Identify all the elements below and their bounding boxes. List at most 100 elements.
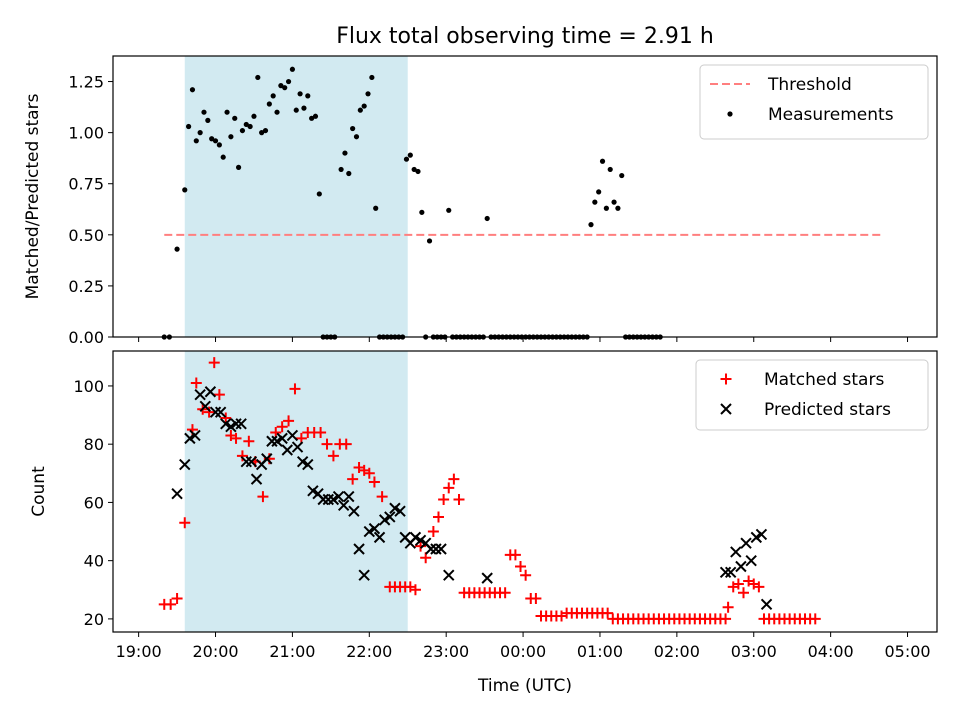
data-point	[286, 429, 299, 442]
data-point	[174, 246, 180, 252]
data-point	[255, 74, 261, 81]
data-point	[243, 435, 255, 447]
data-point	[350, 125, 356, 132]
y-axis-label: Count	[29, 466, 49, 517]
data-point	[282, 85, 288, 91]
data-point	[190, 377, 202, 389]
legend-swatch	[720, 373, 732, 385]
data-point	[317, 493, 329, 506]
data-point	[297, 91, 303, 97]
data-point	[301, 105, 307, 111]
data-point	[276, 421, 288, 433]
y-tick-label: 40	[84, 552, 104, 571]
data-point	[588, 222, 594, 228]
data-point	[342, 150, 348, 156]
ratio-panel: 0.00 0.25 0.50 0.75 1.00 1.25 Matched/Predicte…	[23, 55, 938, 347]
data-point	[270, 93, 276, 99]
data-point	[369, 74, 375, 81]
data-point	[201, 109, 207, 115]
data-point	[266, 101, 272, 107]
data-point	[373, 205, 379, 211]
y-tick-label: 80	[84, 435, 104, 454]
data-point	[407, 152, 413, 158]
data-point	[259, 130, 265, 136]
data-point	[266, 435, 278, 447]
data-point	[426, 238, 433, 244]
data-point	[204, 386, 217, 398]
data-point	[208, 357, 220, 369]
data-point	[289, 66, 296, 72]
data-point	[343, 490, 355, 503]
data-point	[724, 566, 737, 579]
data-point	[283, 415, 295, 427]
x-tick-label: 22:00	[346, 642, 392, 661]
data-point	[193, 138, 199, 144]
data-point	[205, 117, 211, 123]
data-point	[250, 473, 263, 485]
x-tick-label: 04:00	[808, 642, 854, 661]
data-point	[737, 587, 749, 599]
data-point	[245, 455, 258, 468]
data-point	[322, 493, 334, 506]
data-point	[384, 511, 396, 523]
data-point	[368, 522, 381, 535]
x-tick-label: 21:00	[269, 642, 315, 661]
data-point	[281, 444, 293, 456]
data-point	[740, 537, 752, 549]
data-point	[357, 107, 363, 113]
data-point	[239, 127, 246, 134]
legend-label: Measurements	[768, 105, 894, 125]
data-point	[409, 584, 421, 596]
data-point	[348, 505, 360, 517]
data-point	[722, 601, 734, 613]
legend-label: Threshold	[767, 75, 852, 95]
data-point	[220, 154, 226, 160]
y-tick-label: 20	[84, 610, 104, 629]
data-point	[732, 578, 744, 590]
data-point	[603, 205, 609, 211]
data-point	[305, 93, 311, 99]
data-point	[394, 505, 406, 517]
data-point	[376, 491, 388, 503]
data-point	[443, 482, 455, 494]
legend-label: Predicted stars	[764, 400, 891, 420]
y-tick-label: 0.50	[68, 226, 104, 245]
data-point	[358, 569, 370, 581]
data-point	[240, 455, 252, 468]
y-tick-label: 0.25	[68, 277, 104, 296]
data-point	[291, 441, 304, 453]
data-point	[607, 166, 613, 173]
data-point	[182, 187, 188, 193]
data-point	[363, 467, 375, 479]
data-point	[735, 560, 747, 573]
data-point	[179, 517, 191, 529]
data-point	[220, 412, 232, 424]
y-tick-label: 0.75	[68, 175, 104, 194]
data-point	[346, 170, 352, 177]
data-point	[209, 136, 215, 142]
data-point	[274, 109, 280, 115]
data-point	[251, 113, 257, 119]
data-point	[189, 87, 196, 93]
data-point	[419, 209, 425, 215]
plot-frame	[112, 55, 938, 338]
data-point	[235, 418, 247, 430]
data-point	[443, 569, 455, 581]
data-point	[278, 83, 284, 89]
data-point	[760, 598, 773, 611]
data-point	[430, 543, 442, 555]
data-point	[276, 432, 288, 445]
data-point	[203, 406, 215, 418]
x-tick-label: 19:00	[116, 642, 162, 661]
y-tick-label: 100	[73, 377, 104, 396]
data-point	[189, 429, 201, 442]
data-point	[309, 115, 315, 121]
y-tick-label: 60	[84, 493, 104, 512]
data-point	[243, 121, 249, 128]
y-tick-label: 1.00	[68, 124, 104, 143]
data-point	[235, 164, 242, 170]
data-point	[365, 91, 371, 97]
data-point	[515, 560, 527, 572]
data-point	[261, 453, 273, 465]
series-matched-stars	[158, 357, 821, 625]
